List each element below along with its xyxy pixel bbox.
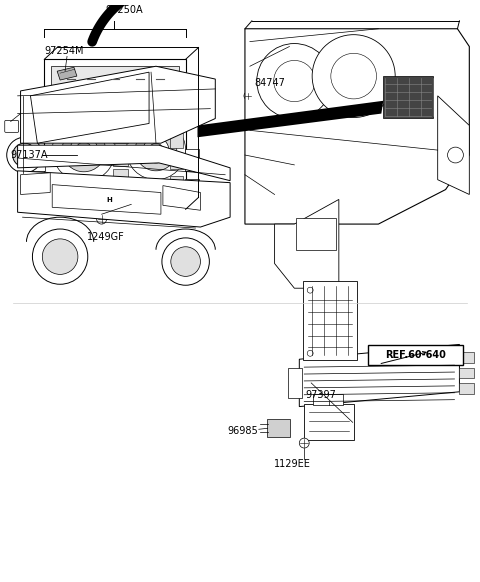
Polygon shape bbox=[21, 66, 216, 143]
FancyBboxPatch shape bbox=[459, 368, 474, 378]
Circle shape bbox=[307, 350, 313, 356]
FancyBboxPatch shape bbox=[288, 368, 302, 398]
Circle shape bbox=[274, 61, 315, 102]
FancyBboxPatch shape bbox=[267, 420, 290, 437]
FancyBboxPatch shape bbox=[113, 158, 128, 166]
Text: 1249GF: 1249GF bbox=[87, 232, 124, 242]
Text: 1129EE: 1129EE bbox=[274, 459, 311, 469]
FancyBboxPatch shape bbox=[113, 110, 128, 119]
FancyBboxPatch shape bbox=[185, 105, 200, 126]
FancyBboxPatch shape bbox=[296, 218, 336, 250]
Polygon shape bbox=[275, 200, 339, 288]
Circle shape bbox=[143, 137, 169, 163]
FancyBboxPatch shape bbox=[29, 149, 45, 171]
Polygon shape bbox=[384, 76, 433, 118]
FancyBboxPatch shape bbox=[303, 281, 357, 360]
Circle shape bbox=[12, 143, 36, 167]
FancyBboxPatch shape bbox=[5, 120, 19, 132]
Polygon shape bbox=[18, 171, 230, 227]
Polygon shape bbox=[30, 72, 149, 143]
Circle shape bbox=[307, 288, 313, 293]
Polygon shape bbox=[197, 101, 384, 137]
Polygon shape bbox=[438, 96, 469, 194]
Text: 84747: 84747 bbox=[255, 78, 286, 88]
Circle shape bbox=[447, 147, 463, 163]
Text: 97254M: 97254M bbox=[44, 47, 84, 56]
FancyBboxPatch shape bbox=[170, 176, 183, 191]
FancyBboxPatch shape bbox=[113, 134, 128, 143]
Polygon shape bbox=[300, 345, 459, 407]
FancyBboxPatch shape bbox=[170, 155, 183, 169]
FancyBboxPatch shape bbox=[170, 133, 183, 148]
FancyBboxPatch shape bbox=[304, 404, 354, 440]
Polygon shape bbox=[44, 59, 186, 210]
FancyBboxPatch shape bbox=[312, 394, 343, 405]
Polygon shape bbox=[57, 68, 77, 80]
Text: H: H bbox=[107, 197, 112, 203]
FancyBboxPatch shape bbox=[51, 66, 179, 92]
Circle shape bbox=[62, 129, 106, 172]
FancyBboxPatch shape bbox=[29, 179, 45, 200]
Text: 97250A: 97250A bbox=[106, 5, 143, 15]
FancyBboxPatch shape bbox=[113, 122, 128, 131]
FancyBboxPatch shape bbox=[113, 146, 128, 155]
FancyBboxPatch shape bbox=[459, 384, 474, 394]
Circle shape bbox=[33, 229, 88, 284]
Circle shape bbox=[7, 137, 42, 173]
Circle shape bbox=[42, 239, 78, 274]
Circle shape bbox=[244, 92, 252, 100]
Text: 97137A: 97137A bbox=[11, 150, 48, 160]
Circle shape bbox=[312, 35, 395, 118]
Circle shape bbox=[76, 142, 92, 158]
FancyBboxPatch shape bbox=[368, 346, 463, 365]
Circle shape bbox=[171, 247, 201, 276]
Circle shape bbox=[162, 238, 209, 285]
FancyBboxPatch shape bbox=[113, 169, 128, 178]
FancyBboxPatch shape bbox=[29, 105, 45, 126]
Polygon shape bbox=[163, 186, 201, 210]
FancyBboxPatch shape bbox=[185, 179, 200, 200]
Circle shape bbox=[96, 214, 107, 224]
FancyBboxPatch shape bbox=[459, 352, 474, 363]
Circle shape bbox=[52, 119, 116, 182]
Circle shape bbox=[257, 44, 332, 119]
Polygon shape bbox=[245, 29, 469, 224]
Text: 97397: 97397 bbox=[306, 390, 336, 400]
Circle shape bbox=[70, 136, 97, 164]
Circle shape bbox=[300, 438, 309, 448]
Text: REF.60-640: REF.60-640 bbox=[385, 350, 446, 360]
Circle shape bbox=[135, 129, 177, 171]
Polygon shape bbox=[52, 184, 161, 214]
Circle shape bbox=[149, 143, 163, 157]
Text: 96985: 96985 bbox=[227, 426, 258, 436]
FancyBboxPatch shape bbox=[185, 149, 200, 171]
Circle shape bbox=[126, 120, 186, 180]
FancyBboxPatch shape bbox=[170, 111, 183, 126]
Polygon shape bbox=[21, 173, 50, 194]
Circle shape bbox=[331, 54, 376, 99]
Polygon shape bbox=[18, 145, 230, 180]
